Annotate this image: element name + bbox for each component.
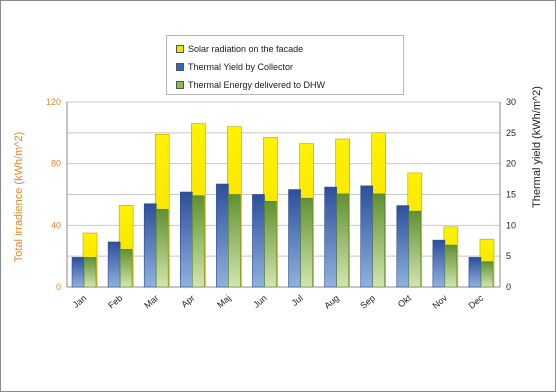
x-tick-label: Nov: [430, 293, 449, 311]
legend: Solar radiation on the facade Thermal Yi…: [166, 35, 404, 95]
x-tick-label: Apr: [179, 293, 196, 310]
x-tick-label: Jul: [290, 293, 305, 308]
bar-thermal-dhw: [228, 194, 241, 288]
bar-thermal-yield: [143, 203, 157, 288]
bar-thermal-yield: [360, 185, 374, 288]
x-tick-label: Dec: [467, 293, 486, 311]
x-tick-label: Aug: [322, 293, 341, 311]
bar-thermal-dhw: [119, 249, 133, 288]
bar-thermal-dhw: [300, 197, 313, 288]
y-left-tick-label: 40: [51, 220, 61, 230]
legend-item-solar-radiation: Solar radiation on the facade: [176, 40, 403, 58]
legend-item-thermal-yield: Thermal Yield by Collector: [176, 58, 403, 76]
y-right-tick-label: 10: [506, 220, 516, 230]
bar-thermal-dhw: [336, 193, 349, 288]
x-tick-label: Jan: [71, 293, 89, 310]
bar-thermal-yield: [288, 189, 301, 288]
x-tick-label: Okt: [396, 293, 414, 310]
bar-thermal-yield: [71, 257, 85, 288]
y-left-tick-label: 80: [51, 159, 61, 169]
bar-thermal-dhw: [444, 244, 458, 288]
legend-swatch-solar: [176, 45, 184, 53]
y-right-tick-label: 0: [506, 282, 511, 292]
bar-thermal-yield: [252, 194, 265, 288]
legend-swatch-dhw: [176, 81, 184, 89]
bar-thermal-dhw: [83, 257, 97, 288]
bar-thermal-dhw: [191, 195, 205, 288]
y-right-tick-label: 5: [506, 251, 511, 261]
bar-thermal-yield: [216, 183, 229, 288]
x-tick-label: Maj: [215, 293, 233, 310]
y-axis-right-label: Thermal yield (kWh/m^2): [531, 86, 543, 208]
bar-thermal-yield: [432, 239, 446, 288]
bar-thermal-yield: [179, 191, 193, 288]
legend-label-yield: Thermal Yield by Collector: [188, 62, 294, 72]
x-tick-label: Mar: [142, 293, 160, 311]
bar-thermal-dhw: [408, 210, 422, 288]
x-tick-label: Feb: [106, 293, 124, 311]
bar-thermal-dhw: [480, 261, 494, 288]
bar-thermal-yield: [107, 241, 121, 288]
legend-swatch-yield: [176, 63, 184, 71]
y-right-tick-label: 20: [506, 159, 516, 169]
y-left-tick-label: 120: [46, 97, 61, 107]
bar-thermal-dhw: [264, 200, 277, 288]
y-right-tick-label: 30: [506, 97, 516, 107]
y-right-tick-label: 25: [506, 128, 516, 138]
x-tick-label: Sep: [358, 293, 377, 311]
legend-item-thermal-dhw: Thermal Energy delivered to DHW: [176, 76, 403, 94]
legend-label-dhw: Thermal Energy delivered to DHW: [188, 80, 326, 90]
y-axis-left-label: Total irradience (kWh/m^2): [13, 131, 25, 263]
bar-thermal-dhw: [155, 209, 169, 288]
bar-thermal-yield: [324, 186, 337, 288]
bar-thermal-yield: [468, 257, 482, 288]
y-left-tick-label: 0: [56, 282, 61, 292]
legend-label-solar: Solar radiation on the facade: [188, 44, 304, 54]
bar-thermal-yield: [396, 205, 410, 288]
y-right-tick-label: 15: [506, 190, 516, 200]
x-tick-label: Jun: [251, 293, 269, 310]
bar-thermal-dhw: [372, 193, 386, 288]
